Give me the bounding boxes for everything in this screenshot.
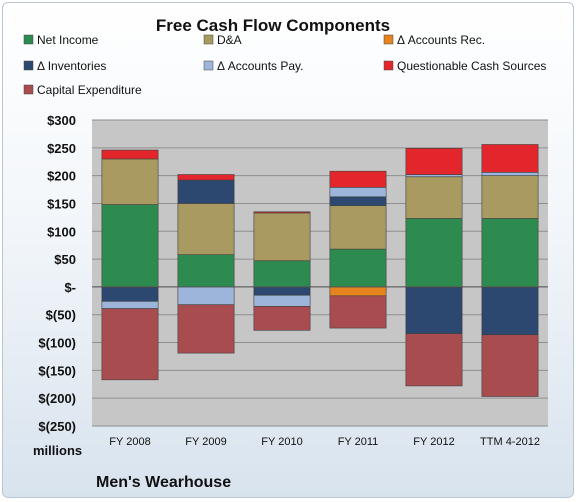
legend-item-inventories: Δ Inventories (23, 59, 106, 73)
y-tick-label: $100 (47, 224, 76, 239)
legend-item-capital-expenditure: Capital Expenditure (23, 83, 142, 97)
bar-capital-expenditure (481, 334, 539, 397)
legend-item-accounts-rec: Δ Accounts Rec. (383, 33, 485, 47)
x-tick-label: FY 2008 (109, 436, 150, 448)
y-tick-label: $150 (47, 196, 76, 211)
bar-inventories (253, 286, 311, 296)
bar-inventories (101, 287, 159, 302)
y-tick-label: $- (64, 280, 76, 295)
bar-net-income (253, 260, 311, 288)
legend-item-net-income: Net Income (23, 33, 99, 47)
y-tick-label: $200 (47, 169, 76, 184)
bar-capital-expenditure (253, 306, 311, 331)
x-axis: FY 2008 FY 2009 FY 2010 FY 2011 FY 2012 TTM 4… (109, 436, 540, 448)
bar-inventories (481, 287, 539, 336)
bar-inventories (329, 196, 387, 206)
plot-area (92, 120, 548, 426)
bar-questionable-cash-sources (481, 144, 539, 173)
x-tick-label: TTM 4-2012 (480, 436, 540, 448)
legend: Net Income D&A Δ Accounts Rec. Δ Inventorie… (23, 33, 546, 97)
bar-net-income (101, 204, 159, 288)
chart-title: Free Cash Flow Components (156, 16, 390, 35)
bar-accounts-pay (481, 171, 539, 176)
y-tick-label: $50 (54, 252, 76, 267)
bar-questionable-cash-sources (253, 211, 311, 214)
bar-d-a (101, 158, 159, 205)
bar-capital-expenditure (329, 295, 387, 329)
x-tick-label: FY 2012 (413, 436, 454, 448)
legend-label: Δ Inventories (37, 59, 106, 73)
units-label: millions (33, 443, 82, 458)
bar-questionable-cash-sources (101, 149, 159, 160)
bar-accounts-pay (253, 294, 311, 307)
company-name: Men's Wearhouse (96, 474, 231, 491)
bar-net-income (329, 248, 387, 288)
bar-d-a (253, 212, 311, 262)
y-tick-label: $(200) (38, 391, 76, 406)
legend-item-accounts-pay: Δ Accounts Pay. (203, 59, 304, 73)
y-tick-label: $250 (47, 141, 76, 156)
bar-questionable-cash-sources (405, 148, 463, 175)
bar-accounts-pay (405, 174, 463, 178)
legend-swatch (203, 60, 214, 71)
legend-item-questionable-cash-sources: Questionable Cash Sources (383, 59, 546, 73)
bar-accounts-pay (101, 301, 159, 309)
x-tick-label: FY 2010 (261, 436, 302, 448)
y-tick-label: $300 (47, 113, 76, 128)
legend-item-d-a: D&A (203, 33, 242, 47)
bar-capital-expenditure (101, 308, 159, 381)
y-tick-label: $(100) (38, 336, 76, 351)
bar-net-income (177, 254, 235, 288)
bar-accounts-rec (329, 286, 387, 297)
legend-label: Questionable Cash Sources (397, 59, 546, 73)
y-tick-label: $(50) (46, 308, 76, 323)
bar-d-a (481, 175, 539, 219)
y-tick-label: $(250) (38, 419, 76, 434)
x-tick-label: FY 2011 (338, 436, 379, 448)
legend-label: Δ Accounts Pay. (217, 59, 304, 73)
bar-inventories (405, 287, 463, 334)
bar-questionable-cash-sources (329, 170, 387, 188)
bar-net-income (481, 218, 539, 288)
bar-capital-expenditure (177, 304, 235, 354)
x-tick-label: FY 2009 (185, 436, 226, 448)
bar-inventories (177, 179, 235, 204)
bar-capital-expenditure (405, 333, 463, 387)
bar-accounts-pay (329, 187, 387, 198)
legend-swatch (383, 60, 394, 71)
legend-label: D&A (217, 33, 242, 47)
legend-swatch (23, 84, 34, 95)
legend-label: Capital Expenditure (37, 83, 142, 97)
bar-accounts-pay (177, 286, 235, 306)
legend-label: Net Income (37, 33, 99, 47)
bar-net-income (405, 218, 463, 288)
y-axis: $300 $250 $200 $150 $100 $50 $- $(50) $(100) $(15… (38, 113, 76, 434)
legend-swatch (203, 34, 214, 45)
bars (92, 144, 548, 397)
bar-questionable-cash-sources (177, 174, 235, 181)
legend-swatch (383, 34, 394, 45)
y-tick-label: $(150) (38, 363, 76, 378)
legend-label: Δ Accounts Rec. (397, 33, 485, 47)
legend-swatch (23, 60, 34, 71)
bar-d-a (405, 176, 463, 219)
bar-d-a (177, 203, 235, 255)
bar-d-a (329, 205, 387, 250)
legend-swatch (23, 34, 34, 45)
